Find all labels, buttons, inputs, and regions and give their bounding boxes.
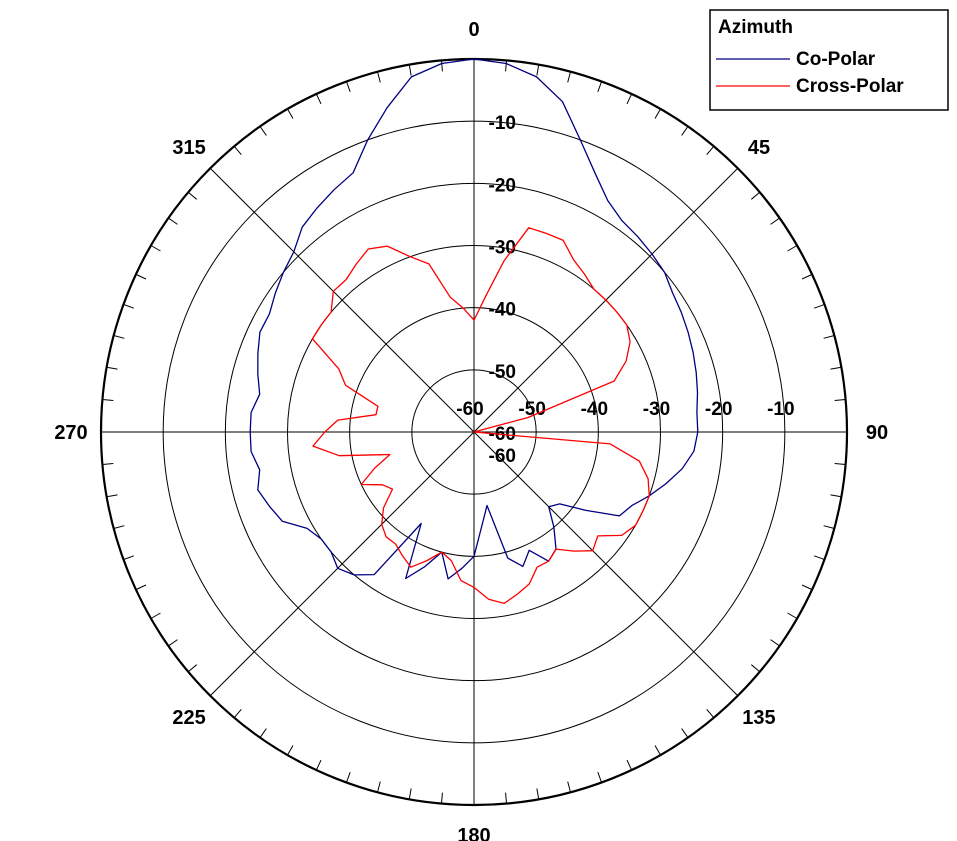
radial-label: -40 (489, 300, 516, 321)
minor-tick (102, 398, 114, 401)
radial-label: -50 (489, 362, 516, 383)
legend-label-co-polar: Co-Polar (796, 49, 876, 70)
minor-tick (834, 398, 846, 401)
legend-title: Azimuth (718, 17, 793, 38)
minor-tick (345, 771, 351, 783)
minor-tick (106, 366, 118, 370)
polar-grid (99, 57, 849, 807)
minor-tick (681, 728, 689, 738)
minor-tick (597, 771, 603, 783)
minor-tick (706, 145, 715, 156)
minor-tick (233, 145, 242, 156)
minor-tick (376, 781, 381, 793)
minor-tick (750, 664, 761, 673)
minor-tick (813, 303, 825, 309)
minor-tick (830, 494, 842, 498)
angle-label: 90 (866, 422, 888, 444)
minor-tick (150, 245, 161, 252)
minor-tick (813, 555, 825, 561)
minor-tick (597, 81, 603, 93)
minor-tick (102, 463, 114, 466)
minor-tick (440, 792, 443, 804)
angle-label: 315 (172, 137, 205, 159)
minor-tick (626, 93, 633, 105)
minor-tick (654, 745, 661, 756)
minor-tick (135, 273, 147, 280)
radial-label: -10 (767, 399, 794, 420)
minor-tick (106, 494, 118, 498)
minor-tick (408, 788, 412, 800)
minor-tick (123, 555, 135, 561)
minor-tick (135, 584, 147, 591)
series-line-cross-polar (311, 227, 650, 605)
minor-tick (567, 781, 572, 793)
minor-tick (505, 60, 508, 72)
legend: Azimuth Co-Polar Cross-Polar (709, 9, 949, 111)
angle-tick-labels: 0 45 90 135 180 225 270 315 (54, 19, 888, 841)
minor-tick (113, 334, 125, 339)
minor-tick (681, 126, 689, 136)
minor-tick (187, 664, 198, 673)
minor-tick (408, 64, 412, 76)
series-line-co-polar (249, 58, 699, 580)
legend-label-cross-polar: Cross-Polar (796, 76, 904, 97)
minor-tick (770, 217, 780, 225)
minor-tick (113, 525, 125, 530)
radial-label: -60 (456, 399, 483, 420)
radial-label: -20 (489, 175, 516, 196)
minor-tick (770, 639, 780, 647)
minor-tick (706, 708, 715, 719)
angle-label: 225 (172, 707, 205, 729)
angle-label: 0 (468, 19, 479, 41)
minor-tick (536, 64, 540, 76)
radial-label: -50 (518, 399, 545, 420)
minor-tick (168, 217, 178, 225)
minor-tick (834, 463, 846, 466)
radial-label: -60 (489, 446, 516, 467)
grid-spoke (473, 431, 739, 697)
minor-tick (654, 108, 661, 119)
radial-label: -40 (581, 399, 608, 420)
radial-label: -30 (489, 238, 516, 259)
minor-tick (787, 245, 798, 252)
angle-label: 135 (742, 707, 775, 729)
minor-tick (233, 708, 242, 719)
minor-tick (823, 334, 835, 339)
minor-tick (787, 612, 798, 619)
minor-tick (567, 71, 572, 83)
minor-tick (259, 728, 267, 738)
angle-label: 45 (748, 137, 770, 159)
minor-tick (287, 745, 294, 756)
radial-label: -30 (643, 399, 670, 420)
grid-spoke (209, 431, 475, 697)
minor-tick (345, 81, 351, 93)
minor-tick (259, 126, 267, 136)
minor-tick (626, 759, 633, 771)
minor-tick (801, 273, 813, 280)
minor-tick (440, 60, 443, 72)
minor-tick (150, 612, 161, 619)
minor-tick (315, 93, 322, 105)
minor-tick (287, 108, 294, 119)
minor-tick (536, 788, 540, 800)
angle-label: 270 (54, 422, 87, 444)
radial-label: -20 (705, 399, 732, 420)
minor-tick (315, 759, 322, 771)
minor-tick (123, 303, 135, 309)
minor-tick (505, 792, 508, 804)
minor-tick (187, 191, 198, 200)
minor-tick (168, 639, 178, 647)
angle-label: 180 (457, 825, 490, 841)
legend-box (709, 9, 949, 111)
minor-tick (376, 71, 381, 83)
minor-tick (801, 584, 813, 591)
grid-spoke (209, 167, 475, 433)
radial-label: -10 (489, 113, 516, 134)
minor-tick (823, 525, 835, 530)
series-lines (249, 58, 699, 605)
minor-tick (830, 366, 842, 370)
minor-tick (750, 191, 761, 200)
